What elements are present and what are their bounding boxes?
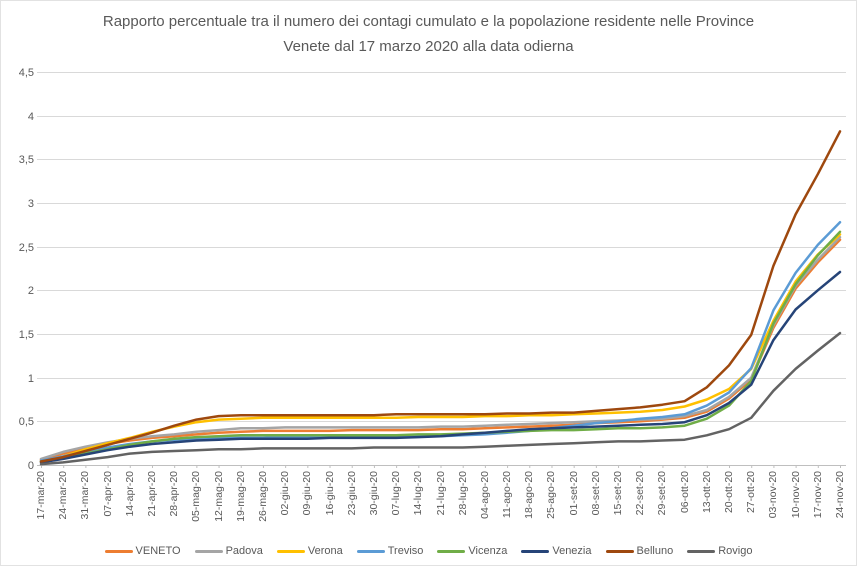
series-line-padova [39,235,842,461]
x-tick-label: 03-nov-20 [767,471,780,519]
x-tick-label: 04-ago-20 [478,471,491,519]
legend-label: Belluno [636,545,674,557]
x-tick-label: 24-nov-20 [834,471,846,519]
x-tick-label: 21-lug-20 [434,471,447,516]
x-tick-label: 25-ago-20 [545,471,558,519]
x-tick-label: 19-mag-20 [234,471,247,522]
legend-item-veneto: VENETO [104,545,181,557]
x-tick-label: 31-mar-20 [79,471,92,520]
x-tick-label: 14-lug-20 [412,471,425,516]
x-tick-label: 28-apr-20 [168,471,181,517]
x-tick-label: 01-set-20 [567,471,580,516]
legend-line-swatch [687,549,716,553]
y-tick-label: 2 [27,284,34,297]
legend-label: Venezia [552,545,592,557]
legend-label: Vicenza [468,545,508,557]
y-tick-label: 0 [27,459,34,472]
x-tick-label: 16-giu-20 [323,471,336,516]
x-tick-label: 23-giu-20 [345,471,358,516]
y-tick-label: 1 [27,372,34,385]
x-tick-label: 24-mar-20 [57,471,70,520]
legend-line-swatch [276,549,305,553]
series-line-vicenza [39,230,842,463]
legend-line-swatch [521,549,550,553]
x-tick-label: 02-giu-20 [279,471,292,516]
x-tick-label: 13-ott-20 [700,471,713,514]
x-tick-label: 14-apr-20 [123,471,136,517]
y-tick-label: 4 [27,110,34,123]
y-tick-label: 0,5 [18,415,34,428]
legend-line-swatch [194,549,223,553]
x-tick-label: 18-ago-20 [523,471,536,519]
legend-label: VENETO [135,545,181,557]
legend-label: Rovigo [718,545,753,557]
x-tick-label: 05-mag-20 [190,471,203,522]
x-tick-label: 15-set-20 [612,471,625,516]
legend-line-swatch [356,549,385,553]
legend-label: Padova [225,545,263,557]
series-line-veneto [39,238,842,462]
legend-item-venezia: Venezia [521,545,592,557]
x-tick-label: 11-ago-20 [501,471,514,519]
x-tick-label: 30-giu-20 [367,471,380,516]
y-tick-label: 3 [27,197,34,210]
x-tick-label: 08-set-20 [589,471,602,516]
series-line-venezia [39,270,842,464]
x-tick-label: 06-ott-20 [678,471,691,514]
x-tick-label: 20-ott-20 [723,471,736,514]
x-tick-label: 28-lug-20 [456,471,469,516]
x-tick-label: 17-mar-20 [35,471,47,520]
x-tick-label: 21-apr-20 [145,471,158,517]
x-tick-label: 26-mag-20 [256,471,269,522]
y-tick-label: 1,5 [18,328,34,341]
x-tick-label: 22-set-20 [634,471,647,516]
y-tick-label: 4,5 [18,66,34,79]
x-tick-label: 27-ott-20 [745,471,758,514]
x-tick-label: 07-apr-20 [101,471,114,517]
x-tick-label: 29-set-20 [656,471,669,516]
series-line-belluno [39,130,842,463]
series-line-treviso [39,220,842,462]
x-tick-label: 12-mag-20 [212,471,225,522]
x-tick-label: 07-lug-20 [390,471,403,516]
legend-line-swatch [437,549,466,553]
x-tick-label: 09-giu-20 [301,471,314,516]
legend-item-padova: Padova [194,545,263,557]
legend-line-swatch [605,549,634,553]
legend-item-verona: Verona [276,545,343,557]
x-tick-label: 10-nov-20 [789,471,802,519]
legend-item-rovigo: Rovigo [687,545,752,557]
y-tick-label: 3,5 [18,153,34,166]
y-tick-label: 2,5 [18,241,34,254]
series-line-rovigo [39,331,842,466]
legend-label: Treviso [387,545,424,557]
legend-item-treviso: Treviso [356,545,424,557]
legend-item-belluno: Belluno [605,545,674,557]
x-tick-label: 17-nov-20 [811,471,824,519]
legend-label: Verona [307,545,343,557]
legend-item-vicenza: Vicenza [437,545,507,557]
legend-line-swatch [104,549,133,553]
legend: VENETO Padova Verona Treviso Vicenza Venezia B… [1,545,856,557]
chart-title: Rapporto percentuale tra il numero dei c… [102,13,755,55]
